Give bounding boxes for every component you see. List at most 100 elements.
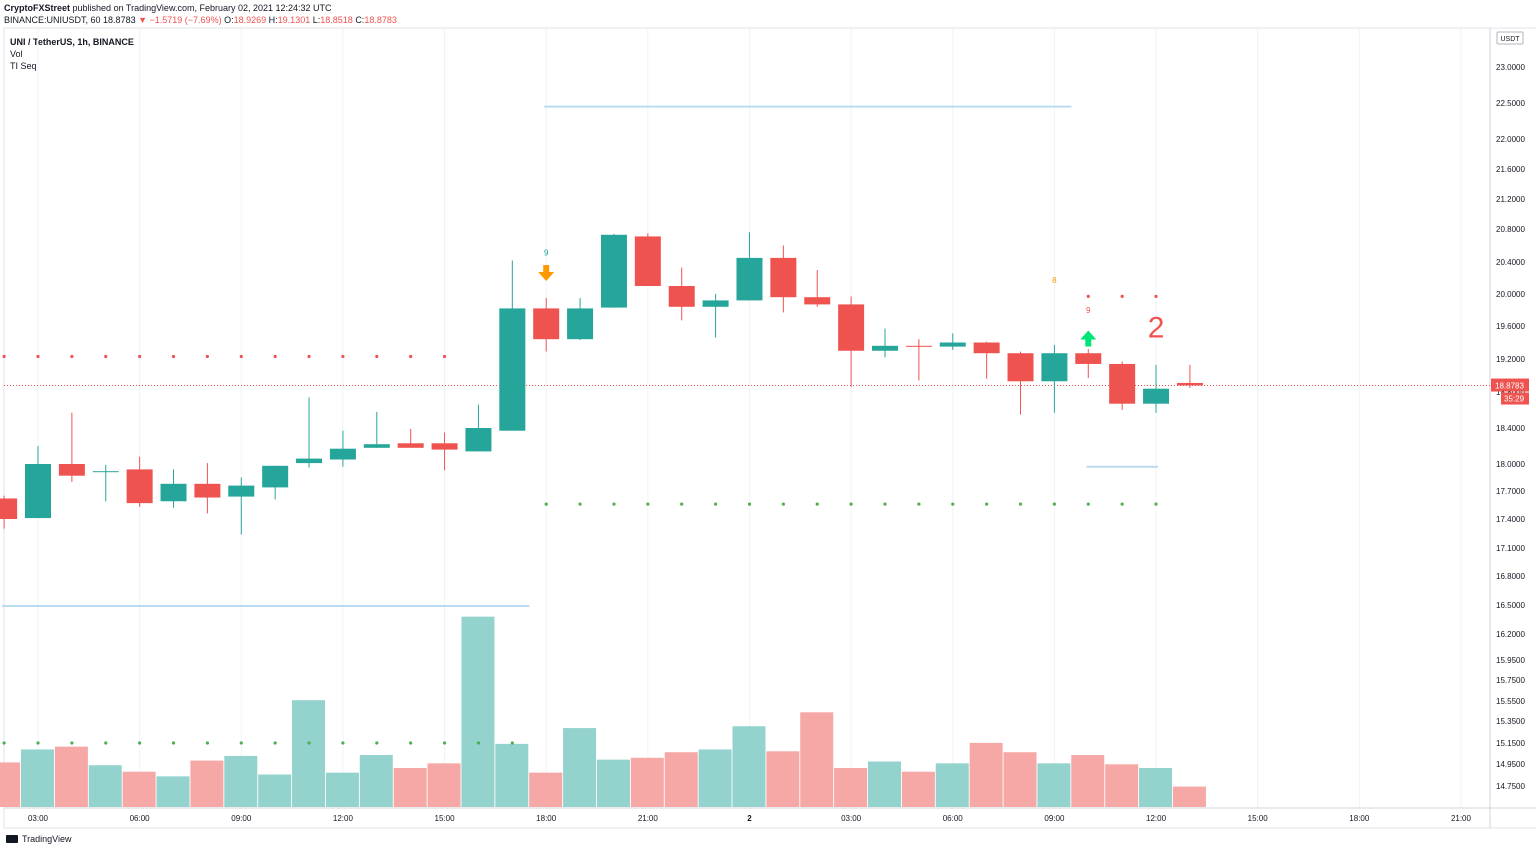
resistance-dot (1086, 294, 1090, 298)
volume-bar (868, 761, 901, 807)
price-axis-tick-label: 17.4000 (1496, 515, 1525, 524)
support-dot (70, 741, 74, 745)
sequential-count-label: 8 (1052, 276, 1057, 285)
candle-body (939, 342, 966, 347)
volume-bar (1139, 768, 1173, 807)
volume-bar (258, 774, 292, 807)
low-value: 18.8518 (320, 15, 353, 25)
low-label: L: (312, 15, 321, 25)
support-dot (883, 502, 887, 506)
tradingview-logo[interactable]: TradingView (6, 834, 72, 844)
support-dot (646, 502, 650, 506)
price-axis-tick-label: 16.5000 (1496, 601, 1525, 610)
resistance-dot (307, 354, 311, 359)
volume-bar (766, 751, 800, 807)
candle-body (25, 464, 51, 519)
time-axis-tick-label: 21:00 (1451, 814, 1472, 823)
price-axis-tick-label: 23.0000 (1496, 63, 1525, 72)
resistance-dot (341, 354, 345, 359)
resistance-dot (205, 354, 209, 359)
price-axis-tick-label: 22.5000 (1496, 99, 1525, 108)
sequential-count-label: 9 (1086, 306, 1091, 315)
sell-arrow-icon (538, 265, 555, 281)
price-axis-tick-label: 15.3500 (1496, 717, 1525, 726)
candle-body (499, 308, 526, 431)
candle-body (296, 458, 323, 464)
volume-bar (596, 759, 630, 807)
support-dot (1086, 502, 1090, 506)
resistance-dot (273, 354, 277, 359)
time-axis-tick-label: 15:00 (435, 814, 456, 823)
candle-body (702, 300, 729, 307)
support-dot (781, 502, 785, 506)
high-value: 19.1301 (277, 15, 311, 25)
time-axis-tick-label: 12:00 (333, 814, 354, 823)
volume-bar (1037, 763, 1071, 807)
candle-body (194, 483, 221, 498)
candle-body (126, 469, 153, 504)
volume-bar (1071, 755, 1105, 807)
support-dot (578, 502, 582, 506)
legend-title[interactable]: UNI / TetherUS, 1h, BINANCE (10, 37, 134, 47)
time-axis-tick-label: 21:00 (638, 814, 659, 823)
time-axis-tick-label: 15:00 (1248, 814, 1269, 823)
support-dot (815, 502, 819, 506)
price-axis-tick-label: 18.0000 (1496, 460, 1525, 469)
legend-ti-seq[interactable]: TI Seq (10, 61, 37, 71)
resistance-dot (239, 354, 243, 359)
price-axis-tick-label: 17.7000 (1496, 487, 1525, 496)
resistance-dot (409, 354, 413, 359)
candle-body (0, 498, 18, 519)
price-axis-tick-label: 22.0000 (1496, 135, 1525, 144)
volume-bar (529, 772, 563, 807)
candle-body (397, 443, 424, 448)
candle-body (770, 257, 797, 298)
support-dot (612, 502, 616, 506)
volume-bar (495, 743, 529, 807)
support-dot (375, 741, 379, 745)
candle-body (973, 342, 1000, 354)
price-axis-tick-label: 19.2000 (1496, 355, 1525, 364)
price-change: ▼ −1.5719 (−7.69%) (138, 15, 222, 25)
legend-volume[interactable]: Vol (10, 49, 23, 59)
publisher-name: CryptoFXStreet (4, 3, 71, 13)
support-dot (917, 502, 921, 506)
open-label: O: (224, 15, 234, 25)
candle-body (363, 444, 390, 448)
open-value: 18.9269 (233, 15, 267, 25)
volume-bar (190, 760, 224, 807)
candle-body (228, 485, 255, 497)
price-axis-tick-label: 19.6000 (1496, 322, 1525, 331)
volume-bar (156, 776, 190, 807)
publish-line: CryptoFXStreet published on TradingView.… (4, 3, 332, 13)
candle-body (567, 308, 594, 340)
countdown-tag (1501, 392, 1529, 405)
volume-bar (732, 726, 766, 807)
tradingview-brand: TradingView (22, 834, 72, 844)
support-dot (1018, 502, 1023, 506)
candle-body (804, 297, 831, 305)
support-dot (138, 741, 142, 745)
price-axis-tick-label: 20.8000 (1496, 225, 1525, 234)
support-dot (409, 741, 413, 745)
time-axis-tick-label: 09:00 (1044, 814, 1065, 823)
currency-box (1496, 31, 1524, 45)
time-axis-tick-label: 09:00 (231, 814, 252, 823)
volume-bar (88, 765, 122, 807)
ohlc-line: BINANCE:UNIUSDT, 60 18.8783 ▼ −1.5719 (−… (4, 15, 397, 25)
price-axis-tick-label: 14.9500 (1496, 760, 1525, 769)
candle-body (600, 234, 627, 308)
tradingview-icon (6, 835, 18, 843)
candle-body (329, 448, 356, 460)
support-dot (985, 502, 989, 506)
candle-body (668, 286, 695, 307)
candle-body (1176, 382, 1203, 386)
candle-body (58, 464, 85, 476)
support-dot (442, 741, 447, 745)
candle-body (1109, 363, 1136, 404)
price-axis-tick-label: 15.1500 (1496, 739, 1525, 748)
volume-bar (54, 746, 88, 807)
candle-body (1041, 353, 1068, 382)
resistance-dot (1154, 294, 1158, 298)
